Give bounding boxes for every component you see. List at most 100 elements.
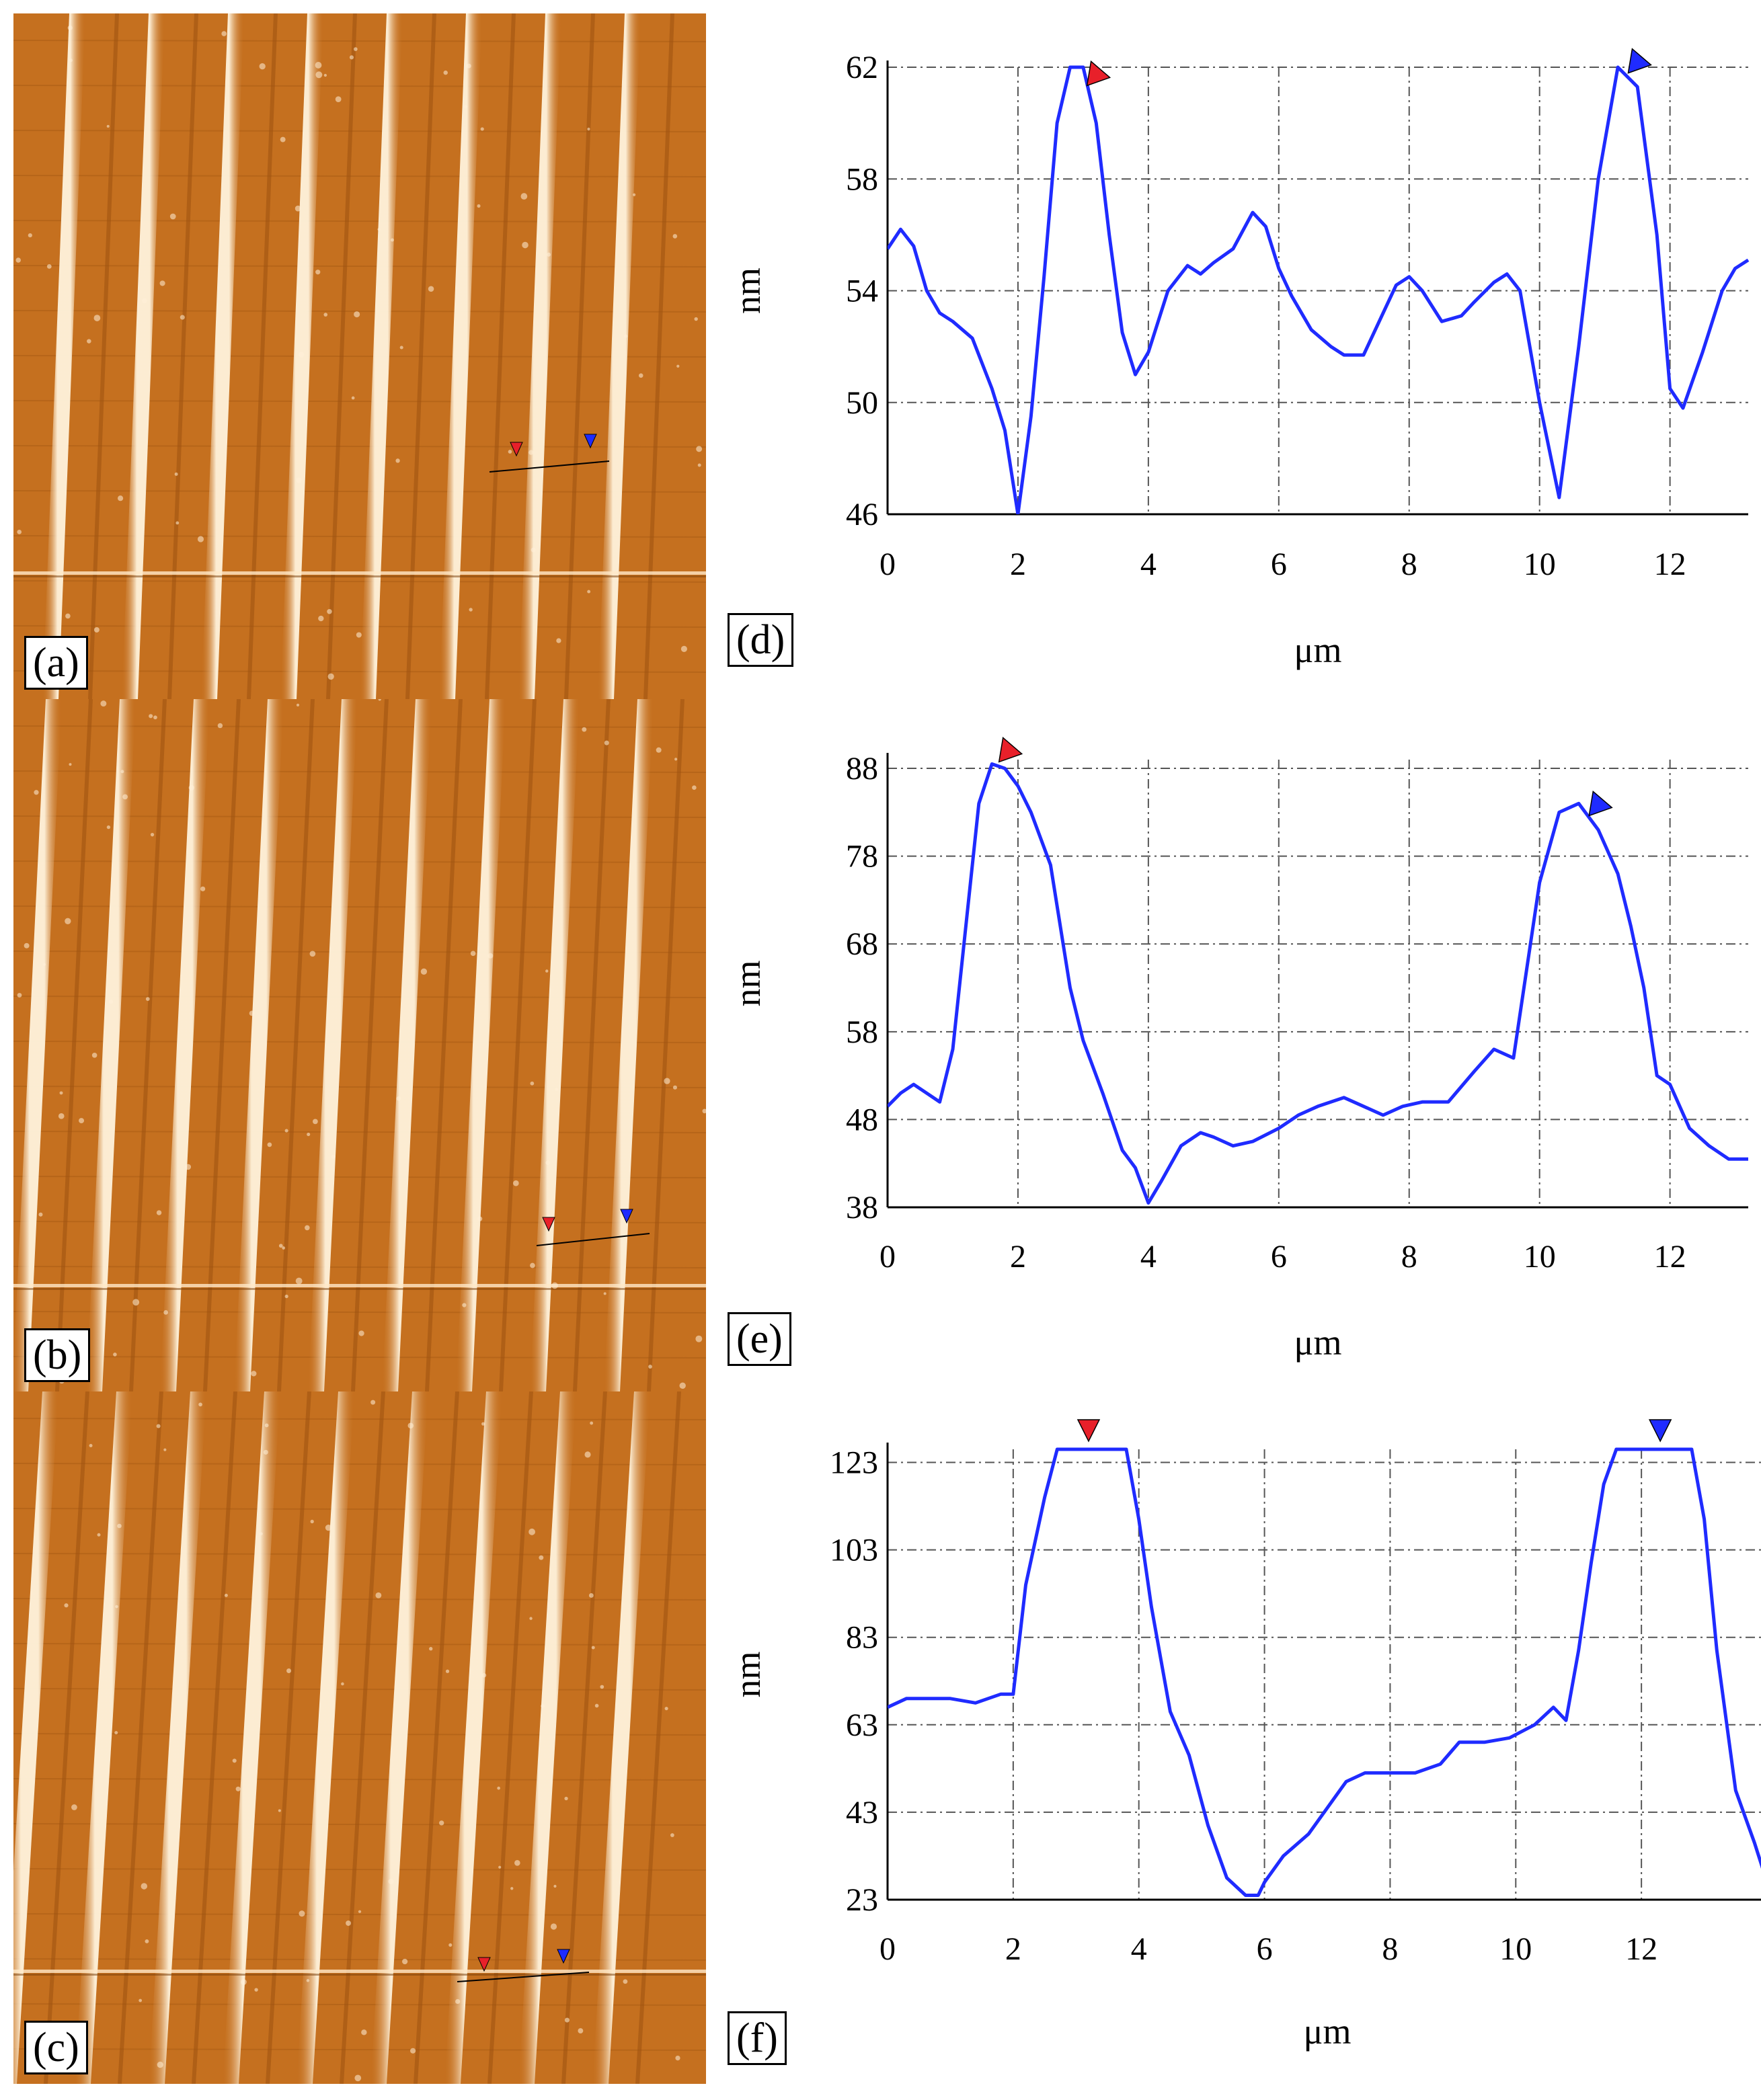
afm-scan-line (13, 996, 706, 998)
x-tick-label: 6 (1257, 1931, 1273, 1967)
afm-particle (65, 918, 71, 924)
x-tick-label: 0 (879, 1239, 896, 1275)
afm-particle (17, 530, 22, 534)
afm-particle (439, 1820, 444, 1826)
afm-particle (481, 1672, 487, 1678)
x-tick-label: 8 (1401, 1239, 1417, 1275)
afm-section-line (489, 460, 610, 473)
y-tick-label: 68 (846, 926, 878, 962)
afm-particle (28, 233, 32, 238)
afm-particle (695, 1335, 703, 1342)
afm-particle (64, 1603, 69, 1608)
afm-particle (470, 951, 476, 957)
afm-scan-line (13, 2003, 706, 2006)
afm-particle (67, 25, 73, 31)
afm-particle (323, 313, 328, 317)
afm-particle (564, 1796, 568, 1801)
y-tick-label: 83 (846, 1620, 878, 1656)
afm-particle (260, 1532, 263, 1535)
afm-particle (550, 1923, 557, 1930)
afm-groove (643, 13, 674, 699)
afm-particle (97, 1533, 101, 1537)
afm-groove (499, 699, 537, 1391)
afm-particle (674, 758, 678, 761)
afm-glitch-line (13, 1970, 706, 1973)
afm-particle (462, 1303, 467, 1307)
afm-glitch-shadow (13, 1974, 706, 1976)
afm-particle (59, 1091, 63, 1095)
afm-particle (232, 1759, 237, 1763)
afm-particle (520, 193, 528, 200)
afm-groove (44, 1391, 89, 2084)
afm-particle (117, 1523, 122, 1529)
afm-particle (429, 1647, 433, 1651)
afm-ridge (518, 1391, 576, 2084)
afm-groove (203, 699, 241, 1391)
afm-particle (42, 963, 46, 966)
y-tick-label: 38 (846, 1190, 878, 1225)
afm-scan-line (13, 130, 706, 132)
afm-marker-red (542, 1217, 555, 1232)
afm-ridge (201, 13, 244, 699)
y-axis-title: nm (728, 268, 768, 314)
afm-particle (69, 763, 72, 766)
afm-groove (425, 699, 463, 1391)
afm-particle (149, 714, 153, 719)
afm-particle (153, 715, 157, 720)
afm-particle (69, 58, 73, 63)
profile-line (888, 1447, 1761, 1897)
afm-groove (573, 699, 611, 1391)
afm-particle (694, 317, 698, 321)
afm-particle (139, 1998, 143, 2003)
afm-particle (278, 1244, 283, 1248)
afm-marker-blue (557, 1949, 570, 1964)
afm-scan-line (13, 951, 706, 953)
afm-particle (445, 1669, 450, 1673)
afm-particle (633, 193, 636, 196)
afm-particle (358, 1330, 364, 1336)
afm-particle (197, 536, 204, 542)
panel-label-b: (b) (24, 1328, 91, 1382)
afm-particle (497, 1786, 500, 1790)
afm-particle (477, 204, 481, 208)
afm-particle (508, 450, 512, 454)
afm-particle (443, 70, 448, 75)
x-tick-label: 0 (879, 1931, 896, 1967)
afm-particle (87, 339, 91, 344)
y-tick-label: 48 (846, 1102, 878, 1137)
afm-particle (692, 785, 697, 790)
afm-particle (327, 673, 334, 680)
afm-particle (428, 286, 434, 292)
afm-image-b-canvas (13, 699, 706, 1391)
x-tick-label: 10 (1524, 1239, 1556, 1275)
x-tick-label: 0 (879, 547, 896, 582)
afm-particle (150, 833, 155, 837)
y-tick-label: 58 (846, 1014, 878, 1050)
afm-particle (656, 747, 662, 753)
x-tick-label: 12 (1625, 1931, 1657, 1967)
afm-particle (305, 1225, 310, 1231)
afm-particle (676, 364, 680, 368)
afm-particle (407, 1422, 414, 1429)
cursor-marker-red (1077, 1419, 1101, 1443)
cursor-marker-blue (1588, 790, 1613, 817)
x-tick-label: 2 (1005, 1931, 1021, 1967)
afm-marker-red (510, 442, 523, 457)
afm-particle (282, 1246, 286, 1250)
afm-ridge (13, 1391, 58, 2084)
afm-ridge (42, 13, 85, 699)
afm-groove (118, 1391, 163, 2084)
afm-particle (315, 270, 321, 275)
afm-particle (588, 1593, 594, 1598)
afm-scan-line (13, 220, 706, 223)
x-tick-label: 10 (1524, 547, 1556, 582)
afm-image-b: (b) (13, 699, 706, 1391)
afm-particle (541, 1704, 545, 1708)
afm-ridge (370, 1391, 428, 2084)
afm-particle (254, 1988, 258, 1992)
x-tick-label: 4 (1140, 1239, 1157, 1275)
afm-particle (531, 547, 536, 553)
afm-ridge (592, 1391, 650, 2084)
afm-particle (377, 228, 381, 231)
